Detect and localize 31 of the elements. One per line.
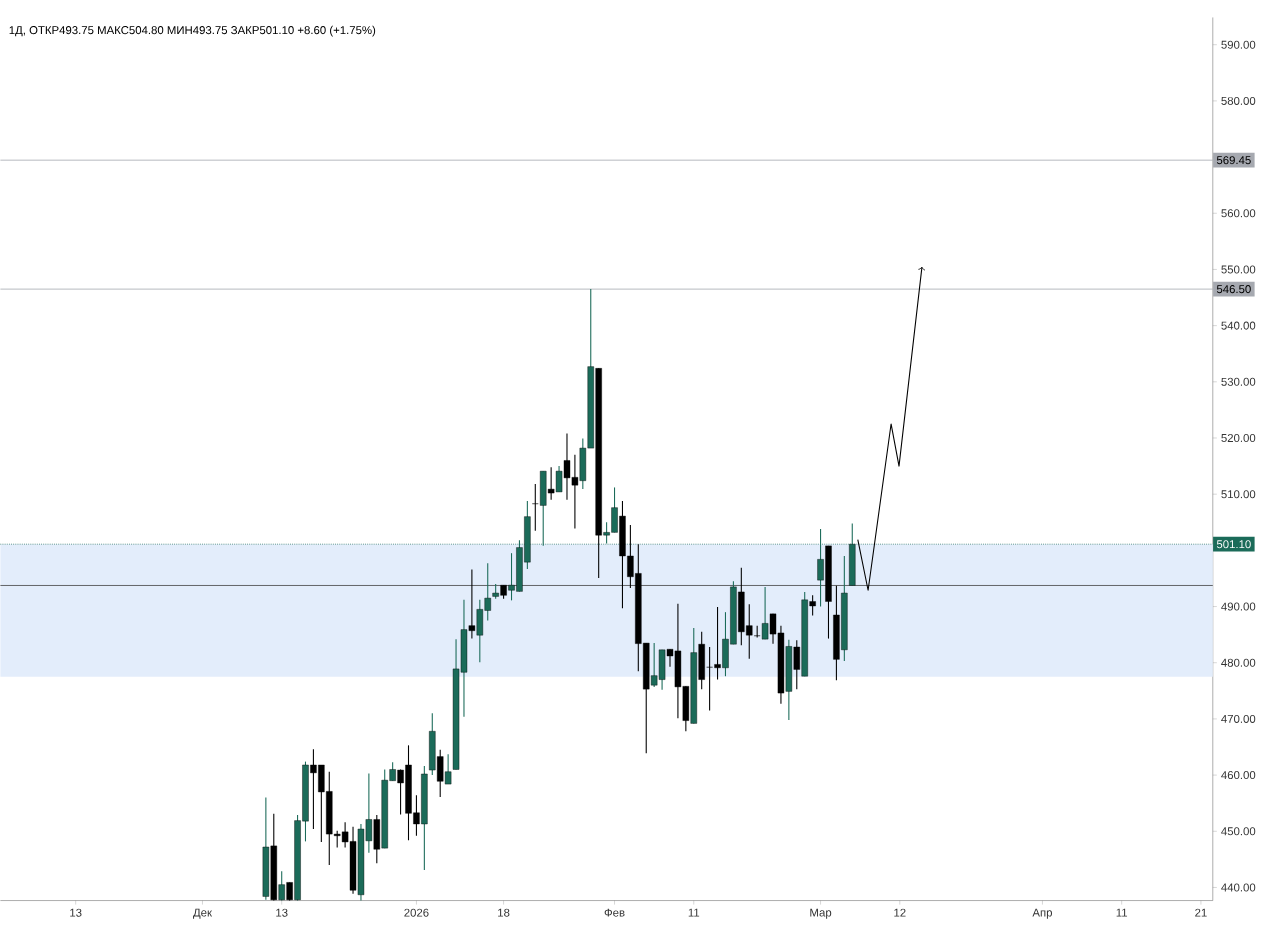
y-tick-label: 520.00 xyxy=(1221,434,1256,443)
y-tick-label: 550.00 xyxy=(1221,265,1256,274)
y-tick-label: 480.00 xyxy=(1221,658,1256,667)
y-tick-label: 540.00 xyxy=(1221,321,1256,330)
y-tick-label: 590.00 xyxy=(1221,40,1256,49)
x-tick-label: 11 xyxy=(688,908,700,917)
y-tick-label: 470.00 xyxy=(1221,714,1256,724)
y-tick-label: 440.00 xyxy=(1221,883,1256,892)
ref-line-label: 569.45 xyxy=(1216,156,1251,165)
x-tick-label: Апр xyxy=(1032,908,1053,919)
x-tick-label: Дек xyxy=(193,908,213,919)
x-tick-label: 18 xyxy=(498,908,510,917)
x-tick-label: 2026 xyxy=(404,908,429,917)
x-tick-label: 13 xyxy=(276,908,288,917)
x-tick-label: Мар xyxy=(810,908,832,919)
ref-line-label: 546.50 xyxy=(1216,285,1251,294)
x-tick-label: 11 xyxy=(1116,908,1128,917)
y-tick-label: 530.00 xyxy=(1221,377,1256,386)
y-tick-label: 580.00 xyxy=(1221,96,1256,106)
y-tick-label: 490.00 xyxy=(1221,602,1256,611)
y-tick-label: 450.00 xyxy=(1221,827,1256,836)
ref-line-label: 501.10 xyxy=(1216,540,1251,549)
candlestick xyxy=(532,483,539,532)
x-tick-label: Фев xyxy=(604,908,625,917)
x-tick-label: 12 xyxy=(894,908,906,917)
y-tick-label: 460.00 xyxy=(1221,771,1256,780)
y-tick-label: 510.00 xyxy=(1221,490,1256,499)
x-tick-label: 21 xyxy=(1195,908,1207,917)
y-tick-label: 560.00 xyxy=(1221,209,1256,218)
text: 1Д, ОТКР493.75 МАКС504.80 МИН493.75 ЗАКР501.10 +8.60 (+1.75%) xyxy=(9,25,376,37)
x-tick-label: 13 xyxy=(70,908,82,917)
